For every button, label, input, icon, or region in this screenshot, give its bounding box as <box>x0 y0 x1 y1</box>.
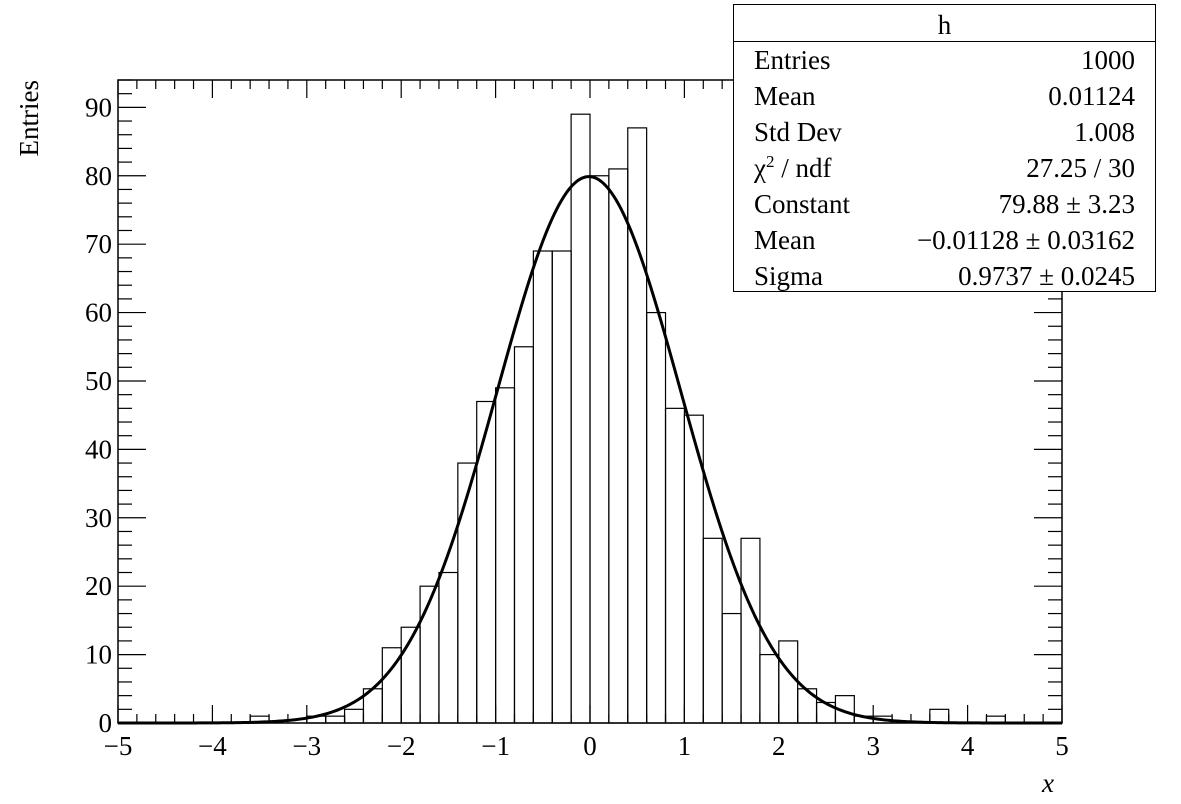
x-tick-label: 3 <box>866 731 880 761</box>
stats-row-label: Entries <box>754 45 831 75</box>
histogram-bar <box>740 537 761 724</box>
histogram-bar <box>551 250 572 724</box>
x-tick-label: 0 <box>583 731 597 761</box>
histogram-bar <box>627 127 648 724</box>
stats-row: χ2 / ndf 27.25 / 30 <box>734 150 1155 186</box>
x-tick-label: −3 <box>292 731 321 761</box>
stats-row-label-sup: 2 <box>765 152 775 171</box>
stats-row: Constant 79.88 ± 3.23 <box>734 186 1155 222</box>
stats-box: h Entries 1000 Mean 0.01124 Std Dev 1.008 χ2 /… <box>733 4 1156 292</box>
histogram-bar <box>438 571 459 724</box>
histogram-bar <box>721 612 742 724</box>
histogram-bar <box>589 175 610 724</box>
stats-row-label: χ2 / ndf <box>754 152 832 183</box>
y-tick-label: 30 <box>85 503 112 533</box>
stats-row-value: 27.25 / 30 <box>1026 153 1135 183</box>
stats-box-title: h <box>734 5 1155 42</box>
y-tick-label: 0 <box>99 708 113 738</box>
x-tick-label: 5 <box>1055 731 1069 761</box>
stats-row: Std Dev 1.008 <box>734 114 1155 150</box>
stats-row: Entries 1000 <box>734 42 1155 78</box>
histogram-bar <box>325 715 346 724</box>
stats-row-label: Std Dev <box>754 117 842 147</box>
stats-rows: Entries 1000 Mean 0.01124 Std Dev 1.008 χ2 / n… <box>734 42 1155 294</box>
histogram-bar <box>929 708 950 724</box>
stats-row-value: −0.01128 ± 0.03162 <box>916 225 1135 255</box>
histogram-bar <box>419 585 440 724</box>
histogram-bars <box>249 113 1006 724</box>
stats-row: Mean 0.01124 <box>734 78 1155 114</box>
histogram-bar <box>343 708 365 724</box>
x-tick-label: −2 <box>387 731 416 761</box>
stats-row: Sigma 0.9737 ± 0.0245 <box>734 258 1155 294</box>
gaussian-fit-curve <box>118 175 1062 725</box>
stats-row: Mean −0.01128 ± 0.03162 <box>734 222 1155 258</box>
histogram-bar <box>646 311 667 724</box>
histogram-bar <box>495 387 516 724</box>
y-tick-label: 20 <box>85 571 112 601</box>
stats-row-value: 0.01124 <box>1048 81 1135 111</box>
histogram-bar <box>664 407 686 724</box>
y-tick-label: 50 <box>85 366 112 396</box>
histogram-bar <box>778 640 799 724</box>
histogram-bar <box>759 653 780 724</box>
x-tick-label: −4 <box>198 731 227 761</box>
x-tick-label: 4 <box>961 731 975 761</box>
y-tick-label: 70 <box>85 229 112 259</box>
stats-row-label: Mean <box>754 81 816 111</box>
histogram-bar <box>513 346 534 724</box>
y-tick-label: 90 <box>85 92 112 122</box>
y-axis-title: Entries <box>14 80 44 156</box>
stats-row-value: 1000 <box>1081 45 1135 75</box>
histogram-bar <box>457 462 478 724</box>
stats-row-value: 1.008 <box>1074 117 1135 147</box>
stats-row-label: Constant <box>754 189 851 219</box>
stats-row-value: 0.9737 ± 0.0245 <box>958 261 1135 291</box>
stats-row-label: Sigma <box>754 261 824 291</box>
x-tick-label: −1 <box>481 731 510 761</box>
histogram-bar <box>608 168 629 724</box>
y-tick-label: 40 <box>85 434 112 464</box>
histogram-bar <box>702 537 723 724</box>
x-tick-label: −5 <box>104 731 133 761</box>
x-axis-title: x <box>1041 768 1054 798</box>
stats-row-label: Mean <box>754 225 816 255</box>
histogram-bar <box>570 113 591 724</box>
y-tick-label: 10 <box>85 640 112 670</box>
x-tick-label: 2 <box>772 731 786 761</box>
stats-row-value: 79.88 ± 3.23 <box>998 189 1135 219</box>
histogram-bar <box>532 250 553 724</box>
x-tick-label: 1 <box>678 731 692 761</box>
y-tick-label: 60 <box>85 298 112 328</box>
y-tick-label: 80 <box>85 161 112 191</box>
